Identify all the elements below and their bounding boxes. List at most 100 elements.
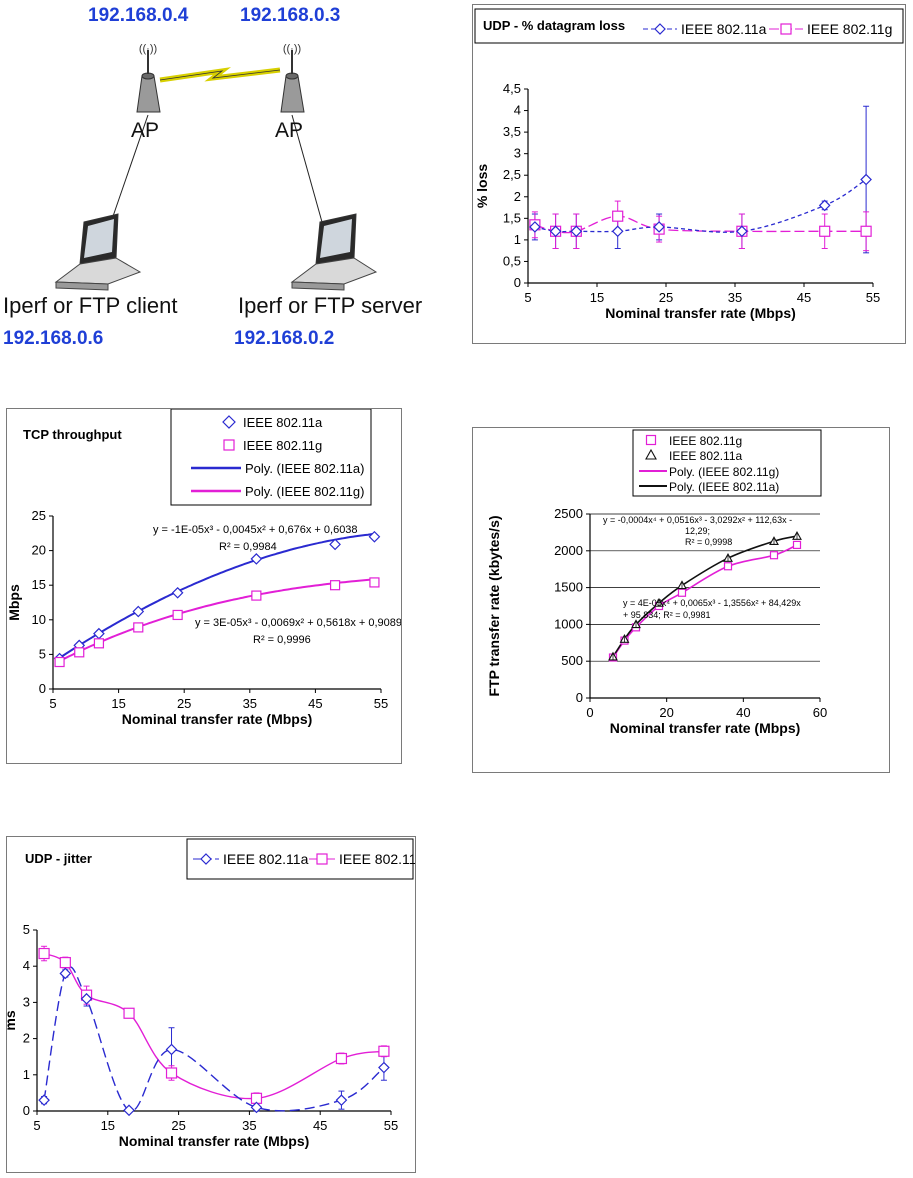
legend-label-g: IEEE 802.11g (807, 21, 892, 37)
y-tick-label: 0 (39, 681, 46, 696)
equation-a-line2: 12,29; (685, 526, 710, 536)
y-tick-label: 3,5 (503, 124, 521, 139)
x-tick-label: 20 (659, 705, 673, 720)
x-tick-label: 60 (813, 705, 827, 720)
x-tick-label: 25 (177, 696, 191, 711)
x-tick-label: 25 (659, 290, 673, 305)
chart-ftp-rate: 0 500 1000 1500 2000 2500 0 20 40 60 Nominal trans… (472, 427, 890, 773)
laptop-server-icon (290, 213, 378, 291)
y-tick-label: 2000 (554, 543, 583, 558)
network-diagram: 192.168.0.4 192.168.0.3 ((·)) ((·)) (0, 0, 440, 360)
point-g (378, 1045, 390, 1057)
x-tick-label: 55 (374, 696, 388, 711)
point-g (335, 1052, 348, 1065)
ap-left-ip: 192.168.0.4 (88, 5, 189, 26)
y-axis-label: % loss (474, 164, 490, 209)
y-tick-label: 10 (32, 612, 46, 627)
x-tick-label: 5 (524, 290, 531, 305)
x-tick-label: 0 (586, 705, 593, 720)
point-g (165, 1067, 178, 1079)
y-tick-label: 3 (23, 994, 30, 1009)
legend-marker-a (222, 415, 236, 429)
legend-label-poly-a: Poly. (IEEE 802.11a) (245, 461, 364, 476)
y-tick-label: 1 (514, 232, 521, 247)
point-a (549, 225, 562, 238)
point-a (250, 1101, 263, 1114)
x-tick-label: 55 (384, 1118, 398, 1133)
point-a (123, 1104, 135, 1117)
point-g (251, 590, 262, 601)
point-g (54, 656, 65, 668)
y-tick-label: 20 (32, 543, 46, 558)
legend-label-g: IEEE 802.11g (243, 438, 322, 453)
chart-tcp-throughput: 0 5 10 15 20 25 5 15 25 35 45 55 Nominal transfer ra… (6, 408, 402, 764)
x-tick-label: 55 (866, 290, 880, 305)
r2-a: R² = 0,9984 (219, 541, 277, 553)
x-axis-label: Nominal transfer rate (Mbps) (119, 1133, 310, 1149)
svg-text:((·)): ((·)) (139, 43, 157, 55)
y-tick-label: 4 (514, 103, 521, 118)
point-g (723, 562, 733, 571)
y-tick-label: 500 (561, 653, 583, 668)
point-g (819, 225, 831, 237)
y-tick-label: 3 (514, 146, 521, 161)
y-tick-label: 2500 (554, 506, 583, 521)
y-tick-label: 2 (514, 189, 521, 204)
y-tick-label: 1500 (554, 580, 583, 595)
y-axis-label: Mbps (7, 584, 22, 621)
y-tick-label: 2,5 (503, 167, 521, 182)
equation-g-line2: + 95,834; R² = 0,9981 (623, 610, 711, 620)
y-tick-label: 4 (23, 958, 30, 973)
x-tick-label: 15 (111, 696, 125, 711)
y-tick-label: 5 (39, 646, 46, 661)
legend-marker-a (645, 448, 657, 460)
point-a (335, 1094, 348, 1106)
r2-g: R² = 0,9996 (253, 634, 311, 646)
point-a (570, 225, 583, 238)
point-g (792, 540, 802, 550)
equation-g: y = 3E-05x³ - 0,0069x² + 0,5618x + 0,908… (195, 617, 401, 629)
point-a (38, 1094, 50, 1106)
point-a (80, 992, 93, 1005)
cable-right (291, 114, 323, 223)
point-g (59, 956, 71, 969)
legend-label-a: IEEE 802.11a (243, 415, 323, 430)
y-tick-label: 1 (23, 1067, 30, 1082)
legend-marker-g (780, 23, 792, 35)
point-g (133, 622, 144, 633)
server-label: Iperf or FTP server (238, 293, 423, 318)
access-point-left-icon: ((·)) (136, 43, 161, 113)
y-tick-label: 1,5 (503, 210, 521, 225)
ap-right-label: AP (275, 119, 304, 142)
point-a (611, 225, 624, 238)
point-g (123, 1007, 135, 1019)
chart-title: UDP - % datagram loss (483, 18, 625, 33)
legend-label-g: IEEE 802.11g (669, 434, 742, 448)
point-g (369, 577, 380, 588)
trendline-g (59, 578, 375, 662)
point-a (818, 199, 831, 212)
legend-marker-g (645, 434, 657, 446)
point-a (59, 967, 72, 980)
legend-box (186, 838, 414, 880)
legend-marker-a (654, 23, 666, 35)
legend-label-a: IEEE 802.11a (681, 21, 767, 37)
point-g (38, 947, 50, 960)
legend-label-poly-g: Poly. (IEEE 802.11g) (245, 484, 364, 499)
point-g (329, 580, 341, 591)
x-tick-label: 35 (242, 1118, 256, 1133)
y-tick-label: 25 (32, 508, 46, 523)
x-tick-label: 25 (171, 1118, 185, 1133)
laptop-client-icon (54, 213, 142, 291)
x-tick-label: 5 (33, 1118, 40, 1133)
y-tick-label: 1000 (554, 616, 583, 631)
point-g (74, 647, 85, 658)
access-point-right-icon: ((·)) (280, 43, 305, 113)
y-tick-label: 2 (23, 1031, 30, 1046)
legend-label-g: IEEE 802.11g (339, 851, 415, 867)
chart-title: UDP - jitter (25, 851, 92, 866)
y-tick-label: 5 (23, 922, 30, 937)
equation-a-line1: y = -0,0004x⁴ + 0,0516x³ - 3,0292x² + 11… (603, 515, 792, 525)
point-a (529, 221, 541, 233)
chart-udp-jitter: 0 1 2 3 4 5 5 15 25 35 45 55 Nominal transfer rate (… (2, 836, 424, 1173)
